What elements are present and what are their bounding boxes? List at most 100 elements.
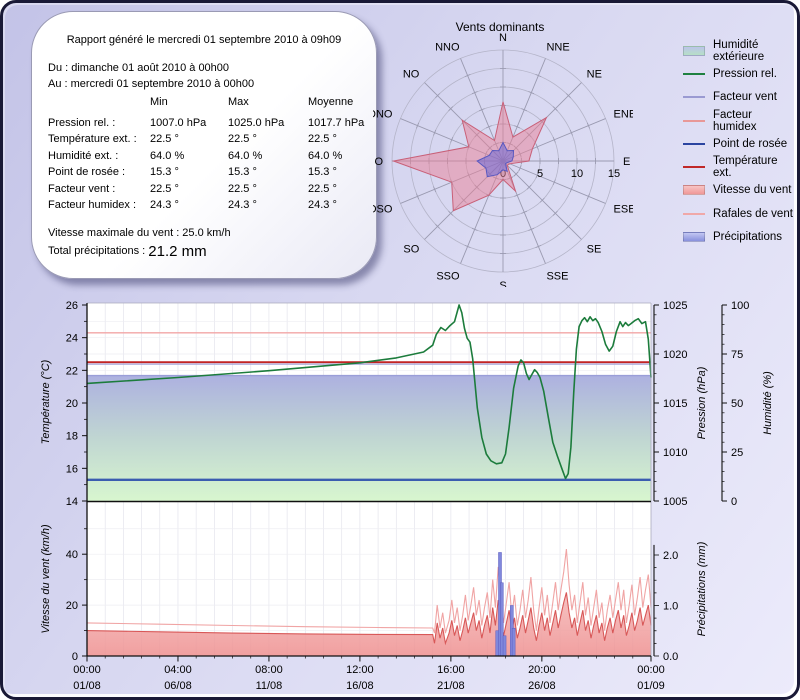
row-min: 1007.0 hPa <box>150 116 207 129</box>
legend-label: Rafales de vent <box>713 207 793 220</box>
x-date-label: 16/08 <box>346 680 374 692</box>
legend-swatch-line <box>683 142 705 145</box>
temp-tick-label: 24 <box>66 333 78 345</box>
humidite-tick-label: 0 <box>731 496 737 508</box>
legend-swatch-line <box>683 166 705 169</box>
legend-item: Point de rosée <box>683 132 797 155</box>
humidite-tick-label: 75 <box>731 349 743 361</box>
compass-label: SSO <box>436 271 460 283</box>
axis-title-temperature: Température (°C) <box>40 359 52 444</box>
compass-label: SSE <box>546 271 568 283</box>
row-min: 22.5 ° <box>150 133 179 146</box>
total-precipitations: Total précipitations : 21.2 mm <box>48 243 207 260</box>
x-date-label: 06/08 <box>164 680 192 692</box>
series-humidite-exterieure <box>87 375 651 501</box>
wind-rose-title: Vents dominants <box>456 20 545 34</box>
legend-swatch-line <box>683 96 705 99</box>
compass-label: ENE <box>614 109 633 121</box>
compass-label: NE <box>587 68 602 80</box>
x-time-label: 20:00 <box>528 664 556 676</box>
series-pression-rel <box>86 304 652 480</box>
row-mean: 15.3 ° <box>308 166 337 179</box>
row-label: Pression rel. : <box>48 116 116 129</box>
column-header: Max <box>228 96 249 109</box>
row-label: Facteur vent : <box>48 182 116 195</box>
row-min: 24.3 ° <box>150 199 179 212</box>
row-max: 1025.0 hPa <box>228 116 285 129</box>
legend-item: Pression rel. <box>683 62 797 85</box>
row-label: Humidité ext. : <box>48 149 119 162</box>
x-date-label: 01/09 <box>637 680 665 692</box>
report-panel: Rapport généré le mercredi 01 septembre … <box>31 11 377 279</box>
pression-tick-label: 1025 <box>663 300 687 312</box>
temp-tick-label: 22 <box>66 365 78 377</box>
legend-swatch-line <box>683 212 705 215</box>
legend-item: Précipitations <box>683 225 797 248</box>
legend-item: Rafales de vent <box>683 202 797 225</box>
legend-item: Facteur vent <box>683 86 797 109</box>
compass-label: NNE <box>546 41 569 53</box>
pression-tick-label: 1010 <box>663 447 687 459</box>
x-date-label: 21/08 <box>437 680 465 692</box>
x-date-label: 01/08 <box>73 680 101 692</box>
series-rafales-de-vent <box>86 549 652 634</box>
row-label: Température ext. : <box>48 133 137 146</box>
row-max: 22.5 ° <box>228 133 257 146</box>
row-max: 22.5 ° <box>228 182 257 195</box>
column-header: Moyenne <box>308 96 354 109</box>
row-mean: 22.5 ° <box>308 133 337 146</box>
legend-label: Facteur humidex <box>713 108 757 133</box>
legend-label: Humidité extérieure <box>713 38 765 63</box>
row-min: 64.0 % <box>150 149 185 162</box>
series-vitesse-du-vent <box>87 592 651 656</box>
wind-tick-label: 0 <box>72 651 78 663</box>
timeseries-chart: 14 16 18 20 22 24 26 0 20 40 1005 1010 1015 1020 1025 0… <box>3 291 797 697</box>
legend-label: Point de rosée <box>713 137 788 150</box>
axis-title-humidite: Humidité (%) <box>762 371 774 435</box>
max-wind-speed: Vitesse maximale du vent : 25.0 km/h <box>48 227 231 239</box>
humidite-tick-label: 50 <box>731 398 743 410</box>
radial-tick-label: 10 <box>571 168 583 180</box>
legend-item: Facteur humidex <box>683 108 797 133</box>
pression-tick-label: 1005 <box>663 496 687 508</box>
x-date-label: 11/08 <box>256 680 283 692</box>
compass-label: S <box>499 280 506 287</box>
series-precipitations-bar <box>502 635 507 657</box>
temp-tick-label: 26 <box>66 300 78 312</box>
legend-item: Température ext. <box>683 155 797 179</box>
legend-label: Facteur vent <box>713 91 777 104</box>
temp-tick-label: 20 <box>66 398 78 410</box>
row-max: 64.0 % <box>228 149 263 162</box>
compass-label: E <box>623 156 630 168</box>
compass-label: ESE <box>614 203 633 215</box>
row-mean: 64.0 % <box>308 149 343 162</box>
row-mean: 24.3 ° <box>308 199 337 212</box>
compass-label: NNO <box>435 41 460 53</box>
temp-tick-label: 18 <box>66 431 78 443</box>
report-table: Min Max Moyenne Pression rel. : 1007.0 hPa 10… <box>48 96 378 214</box>
report-period-to: Au : mercredi 01 septembre 2010 à 00h00 <box>48 78 255 90</box>
radial-tick-label: 5 <box>537 168 543 180</box>
total-precipitations-value: 21.2 mm <box>148 243 207 260</box>
wind-tick-label: 40 <box>66 549 78 561</box>
legend-item: Humidité extérieure <box>683 38 797 63</box>
x-time-label: 00:00 <box>73 664 101 676</box>
legend-label: Pression rel. <box>713 67 777 80</box>
row-min: 22.5 ° <box>150 182 179 195</box>
precip-tick-label: 0.0 <box>663 651 678 663</box>
column-header: Min <box>150 96 168 109</box>
legend-swatch-line <box>683 72 705 75</box>
row-max: 24.3 ° <box>228 199 257 212</box>
humidite-tick-label: 100 <box>731 300 749 312</box>
legend-item: Vitesse du vent <box>683 179 797 202</box>
legend-label: Précipitations <box>713 231 783 244</box>
row-max: 15.3 ° <box>228 166 257 179</box>
x-time-label: 16:00 <box>437 664 465 676</box>
row-mean: 1017.7 hPa <box>308 116 365 129</box>
compass-label: O <box>374 156 383 168</box>
humidite-tick-label: 25 <box>731 447 743 459</box>
precip-tick-label: 2.0 <box>663 550 678 562</box>
compass-label: OSO <box>373 203 393 215</box>
